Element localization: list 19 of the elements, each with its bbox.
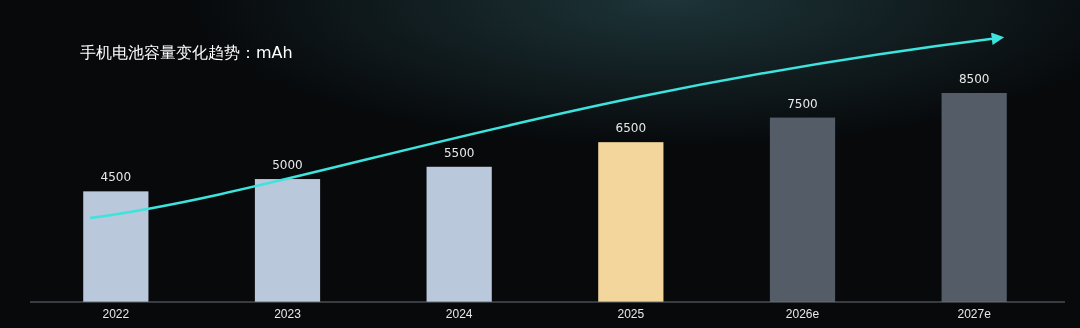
data-label: 5500	[443, 145, 475, 160]
x-tick-label: 2026e	[785, 307, 820, 322]
data-label: 7500	[787, 96, 818, 111]
data-label: 8500	[958, 72, 990, 86]
bar	[941, 93, 1007, 302]
x-tick-label: 2027e	[957, 307, 992, 322]
x-tick-label: 2022	[102, 307, 130, 322]
data-label: 5000	[272, 158, 303, 173]
chart-title: 手机电池容量变化趋势：mAh	[80, 43, 293, 62]
bar	[254, 179, 321, 302]
x-tick-label: 2023	[274, 307, 302, 322]
bar	[598, 142, 664, 302]
bar	[426, 166, 492, 302]
data-label: 4500	[100, 170, 132, 185]
data-label: 6500	[615, 121, 647, 136]
bar	[83, 191, 149, 302]
x-tick-label: 2024	[445, 307, 473, 322]
bar	[769, 117, 836, 302]
x-tick-label: 2025	[617, 307, 645, 322]
